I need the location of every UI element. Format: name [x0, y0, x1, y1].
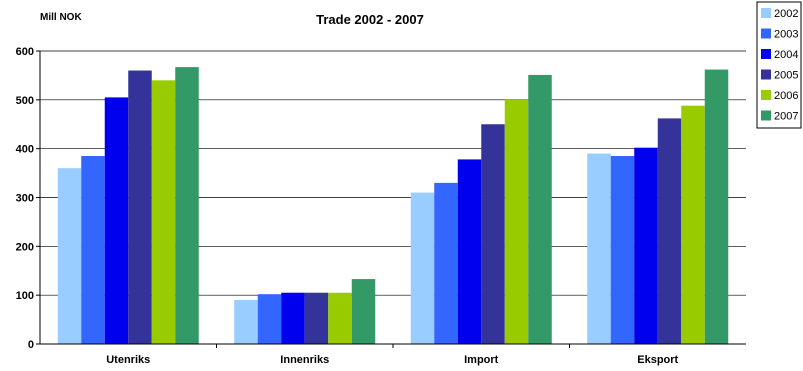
y-axis-unit-label: Mill NOK: [40, 12, 82, 23]
category-label: Utenriks: [106, 354, 150, 366]
y-tick-label: 200: [16, 241, 34, 253]
bar: [410, 192, 435, 344]
bar: [704, 69, 729, 344]
bar: [128, 70, 152, 345]
category-label: Import: [464, 354, 499, 366]
bars: [57, 67, 729, 345]
y-tick-label: 100: [16, 290, 34, 302]
bar: [504, 99, 529, 344]
bar: [657, 118, 682, 344]
bar: [434, 182, 458, 344]
y-tick-labels: 0 100 200 300 400 500 600: [16, 46, 34, 351]
legend-swatch: [761, 28, 771, 39]
legend-swatch: [761, 8, 771, 18]
bar: [151, 80, 176, 345]
bar: [634, 147, 658, 344]
legend: 2002 2003 2004 2005 2006 2007: [756, 1, 802, 129]
chart-title: Trade 2002 - 2007: [316, 12, 424, 27]
bar: [304, 292, 329, 344]
bar: [610, 155, 635, 344]
legend-swatch: [761, 90, 771, 100]
legend-label: 2005: [774, 70, 798, 82]
legend-label: 2003: [774, 29, 798, 41]
bar: [81, 155, 105, 344]
y-tick-label: 600: [16, 46, 34, 58]
legend-swatch: [761, 49, 771, 59]
category-labels: Utenriks Innenriks Import Eksport: [106, 354, 678, 366]
bar: [681, 105, 705, 345]
y-tick-label: 500: [16, 95, 34, 107]
bar: [328, 292, 352, 344]
bar: [351, 279, 376, 344]
legend-label: 2007: [774, 111, 798, 123]
y-tick-label: 300: [16, 193, 34, 205]
legend-label: 2004: [774, 49, 798, 61]
bar: [457, 159, 482, 344]
bar: [587, 153, 611, 344]
y-tick-label: 400: [16, 144, 34, 156]
y-tick-label: 0: [28, 339, 34, 351]
bar: [481, 124, 505, 344]
bar: [281, 292, 305, 344]
legend-swatch: [761, 69, 771, 80]
legend-box: [756, 1, 802, 129]
legend-label: 2006: [774, 90, 798, 102]
bar: [104, 97, 129, 345]
category-label: Innenriks: [280, 354, 329, 366]
bar: [257, 294, 282, 344]
legend-swatch: [761, 110, 771, 121]
bar: [528, 74, 552, 344]
bar: [57, 168, 82, 344]
axes: [36, 50, 746, 348]
legend-label: 2002: [774, 8, 798, 20]
bar: [175, 67, 199, 345]
category-label: Eksport: [637, 354, 678, 366]
bar: [234, 300, 258, 344]
